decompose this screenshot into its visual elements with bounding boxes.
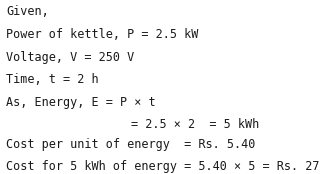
Text: Cost for 5 kWh of energy = 5.40 × 5 = Rs. 27: Cost for 5 kWh of energy = 5.40 × 5 = Rs… [6, 160, 319, 173]
Text: Given,: Given, [6, 5, 49, 18]
Text: As, Energy, E = P × t: As, Energy, E = P × t [6, 96, 156, 109]
Text: Cost per unit of energy  = Rs. 5.40: Cost per unit of energy = Rs. 5.40 [6, 138, 255, 151]
Text: Power of kettle, P = 2.5 kW: Power of kettle, P = 2.5 kW [6, 28, 198, 41]
Text: Time, t = 2 h: Time, t = 2 h [6, 73, 99, 86]
Text: = 2.5 × 2  = 5 kWh: = 2.5 × 2 = 5 kWh [131, 118, 259, 131]
Text: Voltage, V = 250 V: Voltage, V = 250 V [6, 50, 134, 64]
